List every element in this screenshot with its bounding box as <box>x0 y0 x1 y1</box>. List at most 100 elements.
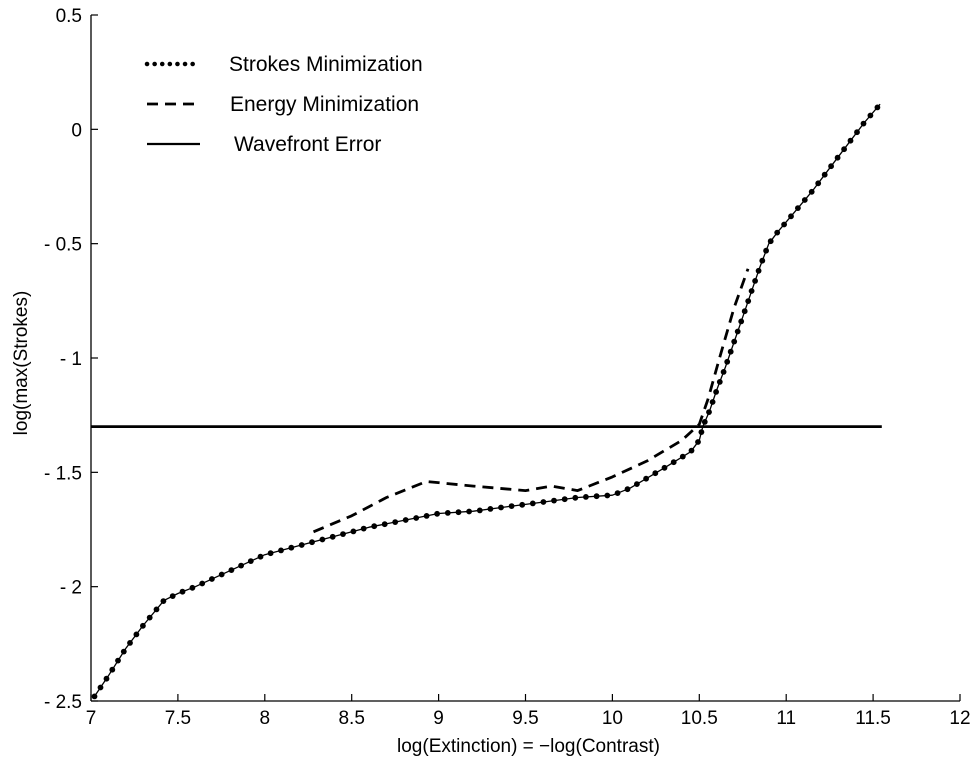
series-marker <box>828 163 834 170</box>
y-tick-label: - 1.5 <box>44 463 82 484</box>
series-marker <box>97 684 104 691</box>
series-layer <box>91 103 882 700</box>
series-marker <box>160 598 167 604</box>
series-marker <box>109 666 116 673</box>
series-marker <box>706 409 712 415</box>
series-marker <box>228 567 235 573</box>
series-marker <box>695 439 701 445</box>
series-marker <box>572 494 579 501</box>
series-marker <box>444 510 451 516</box>
x-tick-label: 10 <box>602 708 623 729</box>
series-marker <box>209 576 215 582</box>
legend-label: Energy Minimization <box>230 93 419 116</box>
series-marker <box>688 447 695 454</box>
series-marker <box>643 475 649 482</box>
series-marker <box>466 508 472 515</box>
legend-label: Wavefront Error <box>234 133 381 156</box>
series-marker <box>701 419 708 425</box>
series-marker <box>350 528 357 535</box>
series-marker <box>860 120 867 127</box>
y-tick-label: 0.5 <box>56 6 82 27</box>
series-marker <box>329 533 336 540</box>
y-tick-label: 0 <box>71 120 82 141</box>
series-marker <box>103 675 110 682</box>
series-marker <box>561 496 568 503</box>
x-tick-label: 9 <box>433 708 444 729</box>
series-marker <box>319 536 326 543</box>
series-marker <box>288 544 295 551</box>
series-marker <box>724 358 731 365</box>
series-marker <box>189 584 196 591</box>
legend: Strokes Minimization Energy Minimization W… <box>144 53 423 156</box>
series-marker <box>734 328 741 335</box>
series-marker <box>781 221 787 228</box>
series-marker <box>755 267 762 274</box>
series-marker <box>257 553 264 560</box>
series-marker <box>218 571 225 578</box>
series-marker <box>727 348 734 355</box>
series-marker <box>795 205 801 212</box>
series-marker <box>847 137 854 144</box>
x-axis-label: log(Extinction) = −log(Contrast) <box>397 736 660 757</box>
series-marker <box>716 379 723 385</box>
series-marker <box>371 523 378 530</box>
y-tick-label: - 2 <box>60 578 82 599</box>
series-marker <box>476 507 483 514</box>
series-marker <box>661 464 668 471</box>
series-marker <box>487 506 494 512</box>
series-marker <box>679 453 686 460</box>
series-marker <box>774 229 781 236</box>
x-tick-label: 12 <box>949 708 970 729</box>
series-marker <box>834 154 841 161</box>
x-tick-label: 11.5 <box>855 708 891 729</box>
series-marker <box>120 648 127 655</box>
x-tick-label: 8.5 <box>338 708 364 729</box>
series-marker <box>713 389 719 395</box>
x-tick-label: 7 <box>86 708 97 729</box>
series-marker <box>434 510 440 517</box>
series-marker <box>140 622 146 629</box>
series-marker <box>709 399 716 405</box>
series-marker <box>745 298 752 304</box>
series-marker <box>519 501 526 508</box>
series-marker <box>854 129 860 136</box>
series-marker <box>360 525 367 532</box>
series-marker <box>583 494 589 500</box>
series-marker <box>309 539 315 546</box>
series-marker <box>808 188 815 195</box>
x-tick-label: 8 <box>260 708 271 729</box>
series-marker <box>133 631 140 638</box>
series-marker <box>759 257 766 264</box>
series-marker <box>614 490 621 496</box>
series-marker <box>763 247 769 254</box>
y-tick-label: - 0.5 <box>44 235 82 256</box>
series-marker <box>652 470 659 477</box>
series-marker <box>741 308 748 315</box>
series-marker <box>670 459 677 466</box>
x-tick-label: 11 <box>776 708 796 729</box>
series-marker <box>267 550 274 557</box>
legend-label: Strokes Minimization <box>229 53 423 76</box>
axes: 7 7.5 8 8.5 9 9.5 10 10.5 11 11.5 12 0.5 0 - 0.5 - 1 - … <box>44 6 971 729</box>
series-marker <box>540 499 547 505</box>
series-marker <box>867 112 874 119</box>
series-marker <box>413 515 420 521</box>
series-marker <box>153 606 160 613</box>
series-marker <box>508 503 515 509</box>
series-marker <box>720 369 727 375</box>
series-marker <box>247 558 254 564</box>
series-marker <box>604 492 611 499</box>
series-marker <box>821 171 828 178</box>
series-marker <box>841 146 847 153</box>
series-marker <box>551 497 557 504</box>
series-marker <box>593 493 600 500</box>
series-marker <box>91 693 98 700</box>
series-marker <box>731 338 738 345</box>
series-marker <box>752 278 758 284</box>
series-marker <box>402 517 409 523</box>
series-marker <box>127 640 133 646</box>
series-marker <box>748 288 755 294</box>
series-marker <box>788 213 794 220</box>
series-marker <box>874 104 881 111</box>
series-marker <box>169 593 176 599</box>
